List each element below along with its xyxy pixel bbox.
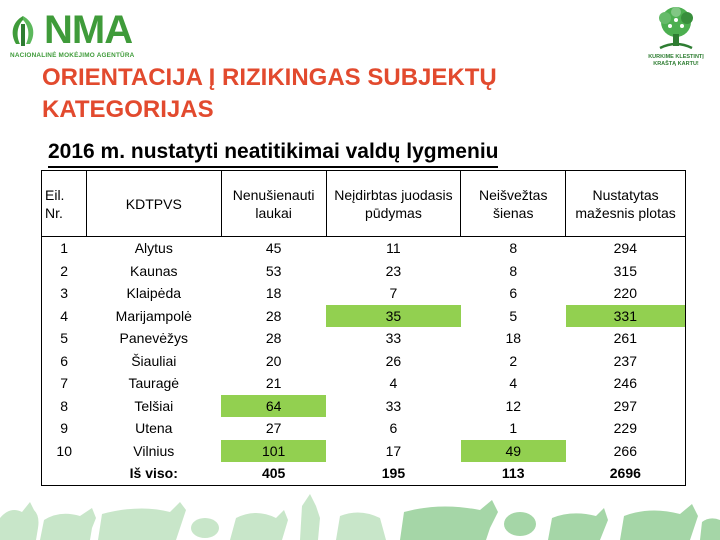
value-cell: 261 xyxy=(613,330,637,346)
tree-icon xyxy=(659,7,693,50)
value-cell: 5 xyxy=(509,307,518,324)
header-eil-nr: Eil. Nr. xyxy=(41,170,87,237)
value-cell: 33 xyxy=(385,330,402,346)
value-cell: 8 xyxy=(509,240,518,256)
highlighted-value-cell: 331 xyxy=(565,304,686,327)
row-number: 10 xyxy=(56,442,72,459)
region: Alytus xyxy=(134,240,173,256)
value-cell: 28 xyxy=(265,330,282,346)
value-cell: 6 xyxy=(389,420,398,436)
table-row: 8 Telšiai 64 33 12 297 xyxy=(42,394,686,417)
total-row: Iš viso: 405 195 113 2696 xyxy=(42,462,686,485)
value-cell: 20 xyxy=(265,352,282,369)
value-cell: 294 xyxy=(613,240,637,256)
highlighted-value-cell: 49 xyxy=(460,439,566,462)
row-number: 9 xyxy=(60,420,69,436)
region: Kaunas xyxy=(130,262,178,279)
region: Vilnius xyxy=(133,442,175,459)
highlighted-value-cell: 64 xyxy=(221,394,327,417)
header-nenusienauti: Nenušienauti laukai xyxy=(220,170,327,237)
logo-name: NMA xyxy=(44,8,133,52)
value-cell: 17 xyxy=(385,442,402,459)
row-number: 4 xyxy=(60,307,69,324)
value-cell: 33 xyxy=(385,397,402,414)
table-row: 9 Utena 27 6 1 229 xyxy=(42,417,686,440)
table-row: 7 Tauragė 21 4 4 246 xyxy=(42,372,686,395)
table-row: 10 Vilnius 101 17 49 266 xyxy=(42,439,686,462)
highlighted-value-cell: 101 xyxy=(221,439,327,462)
total-label: Iš viso: xyxy=(129,465,178,481)
value-cell: 21 xyxy=(265,375,282,391)
region: Panevėžys xyxy=(119,330,189,346)
value-cell: 6 xyxy=(509,285,518,301)
value-cell: 18 xyxy=(505,330,522,346)
campaign-line-2: KRAŠTĄ KARTU! xyxy=(653,61,699,67)
value-cell: 266 xyxy=(613,442,637,459)
table-row: 6 Šiauliai 20 26 2 237 xyxy=(42,350,686,373)
header-neidirbtas: Neįdirbtas juodasis pūdymas xyxy=(325,170,462,237)
value-cell: 45 xyxy=(265,240,282,256)
row-number: 3 xyxy=(60,285,69,301)
value-cell: 2 xyxy=(509,352,518,369)
row-number: 1 xyxy=(60,240,69,256)
region: Šiauliai xyxy=(131,352,177,369)
nma-logo: NMA NACIONALINĖ MOKĖJIMO AGENTŪRA xyxy=(4,8,164,66)
campaign-logo: KURKIME KLESTINTĮ KRAŠTĄ KARTU! xyxy=(636,4,716,74)
value-cell: 8 xyxy=(509,262,518,279)
row-number: 6 xyxy=(60,352,69,369)
table-row: 2 Kaunas 53 23 8 315 xyxy=(42,260,686,283)
value-cell: 12 xyxy=(505,397,522,414)
value-cell: 53 xyxy=(265,262,282,279)
table-row: 5 Panevėžys 28 33 18 261 xyxy=(42,327,686,350)
leaf-icon xyxy=(12,16,34,46)
row-number: 7 xyxy=(60,375,69,391)
value-cell: 26 xyxy=(385,352,402,369)
header-mazesnis-plotas: Nustatytas mažesnis plotas xyxy=(565,170,686,237)
value-cell: 1 xyxy=(509,420,518,436)
value-cell: 237 xyxy=(613,352,637,369)
value-cell: 23 xyxy=(385,262,402,279)
page-subtitle: 2016 m. nustatyti neatitikimai valdų lyg… xyxy=(48,138,499,168)
value-cell: 246 xyxy=(613,375,637,391)
value-cell: 11 xyxy=(386,240,401,256)
total-blank xyxy=(42,462,87,485)
value-cell: 7 xyxy=(389,285,398,301)
table-row: 4 Marijampolė 28 35 5 331 xyxy=(42,304,686,327)
row-number: 5 xyxy=(60,330,69,346)
noncompliance-table: Eil. Nr. KDTPVS Nenušienauti laukai Neįd… xyxy=(41,170,686,486)
value-cell: 28 xyxy=(265,307,282,324)
value-cell: 27 xyxy=(265,420,282,436)
region: Marijampolė xyxy=(115,307,192,324)
total-value: 195 xyxy=(381,465,406,481)
logo-subtitle: NACIONALINĖ MOKĖJIMO AGENTŪRA xyxy=(10,52,135,59)
value-cell: 297 xyxy=(613,397,637,414)
region: Tauragė xyxy=(128,375,180,391)
value-cell: 18 xyxy=(265,285,282,301)
value-cell: 229 xyxy=(613,420,637,436)
value-cell: 220 xyxy=(613,285,637,301)
total-value: 405 xyxy=(261,465,286,481)
header-neisveztas: Neišvežtas šienas xyxy=(460,170,567,237)
total-value: 113 xyxy=(501,465,525,481)
farm-animals-silhouettes xyxy=(0,494,720,540)
value-cell: 4 xyxy=(389,375,398,391)
region: Telšiai xyxy=(134,397,174,414)
value-cell: 315 xyxy=(613,262,637,279)
row-number: 8 xyxy=(60,397,69,414)
highlighted-value-cell: 35 xyxy=(326,304,461,327)
page-title: ORIENTACIJA Į RIZIKINGAS SUBJEKTŲ KATEGO… xyxy=(42,64,497,123)
region: Utena xyxy=(135,420,173,436)
table-row: 3 Klaipėda 18 7 6 220 xyxy=(42,282,686,305)
total-value: 2696 xyxy=(609,465,641,481)
value-cell: 4 xyxy=(509,375,518,391)
header-kdtpvs: KDTPVS xyxy=(85,170,222,237)
region: Klaipėda xyxy=(126,285,182,301)
campaign-line-1: KURKIME KLESTINTĮ xyxy=(648,54,704,60)
row-number: 2 xyxy=(60,262,69,279)
table-row: 1 Alytus 45 11 8 294 xyxy=(42,237,686,260)
